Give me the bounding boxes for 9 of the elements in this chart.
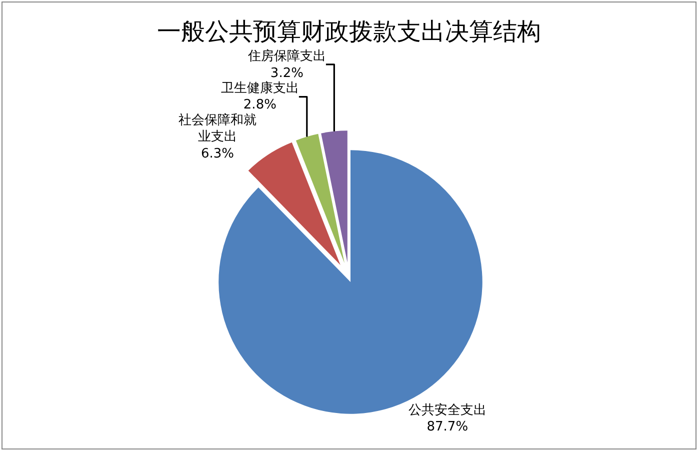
slice-label: 公共安全支出	[408, 402, 486, 418]
slice-label: 卫生健康支出	[220, 80, 299, 96]
slice-label: 社会保障和就业支出	[178, 112, 256, 145]
data-label: 6.3%	[200, 146, 234, 162]
data-label: 87.7%	[426, 420, 468, 435]
chart-title: 一般公共预算财政拨款支出决算结构	[157, 17, 541, 46]
slice-label: 住房保障支出	[246, 48, 326, 64]
data-label: 2.8%	[243, 98, 276, 113]
data-label: 3.2%	[270, 66, 304, 81]
